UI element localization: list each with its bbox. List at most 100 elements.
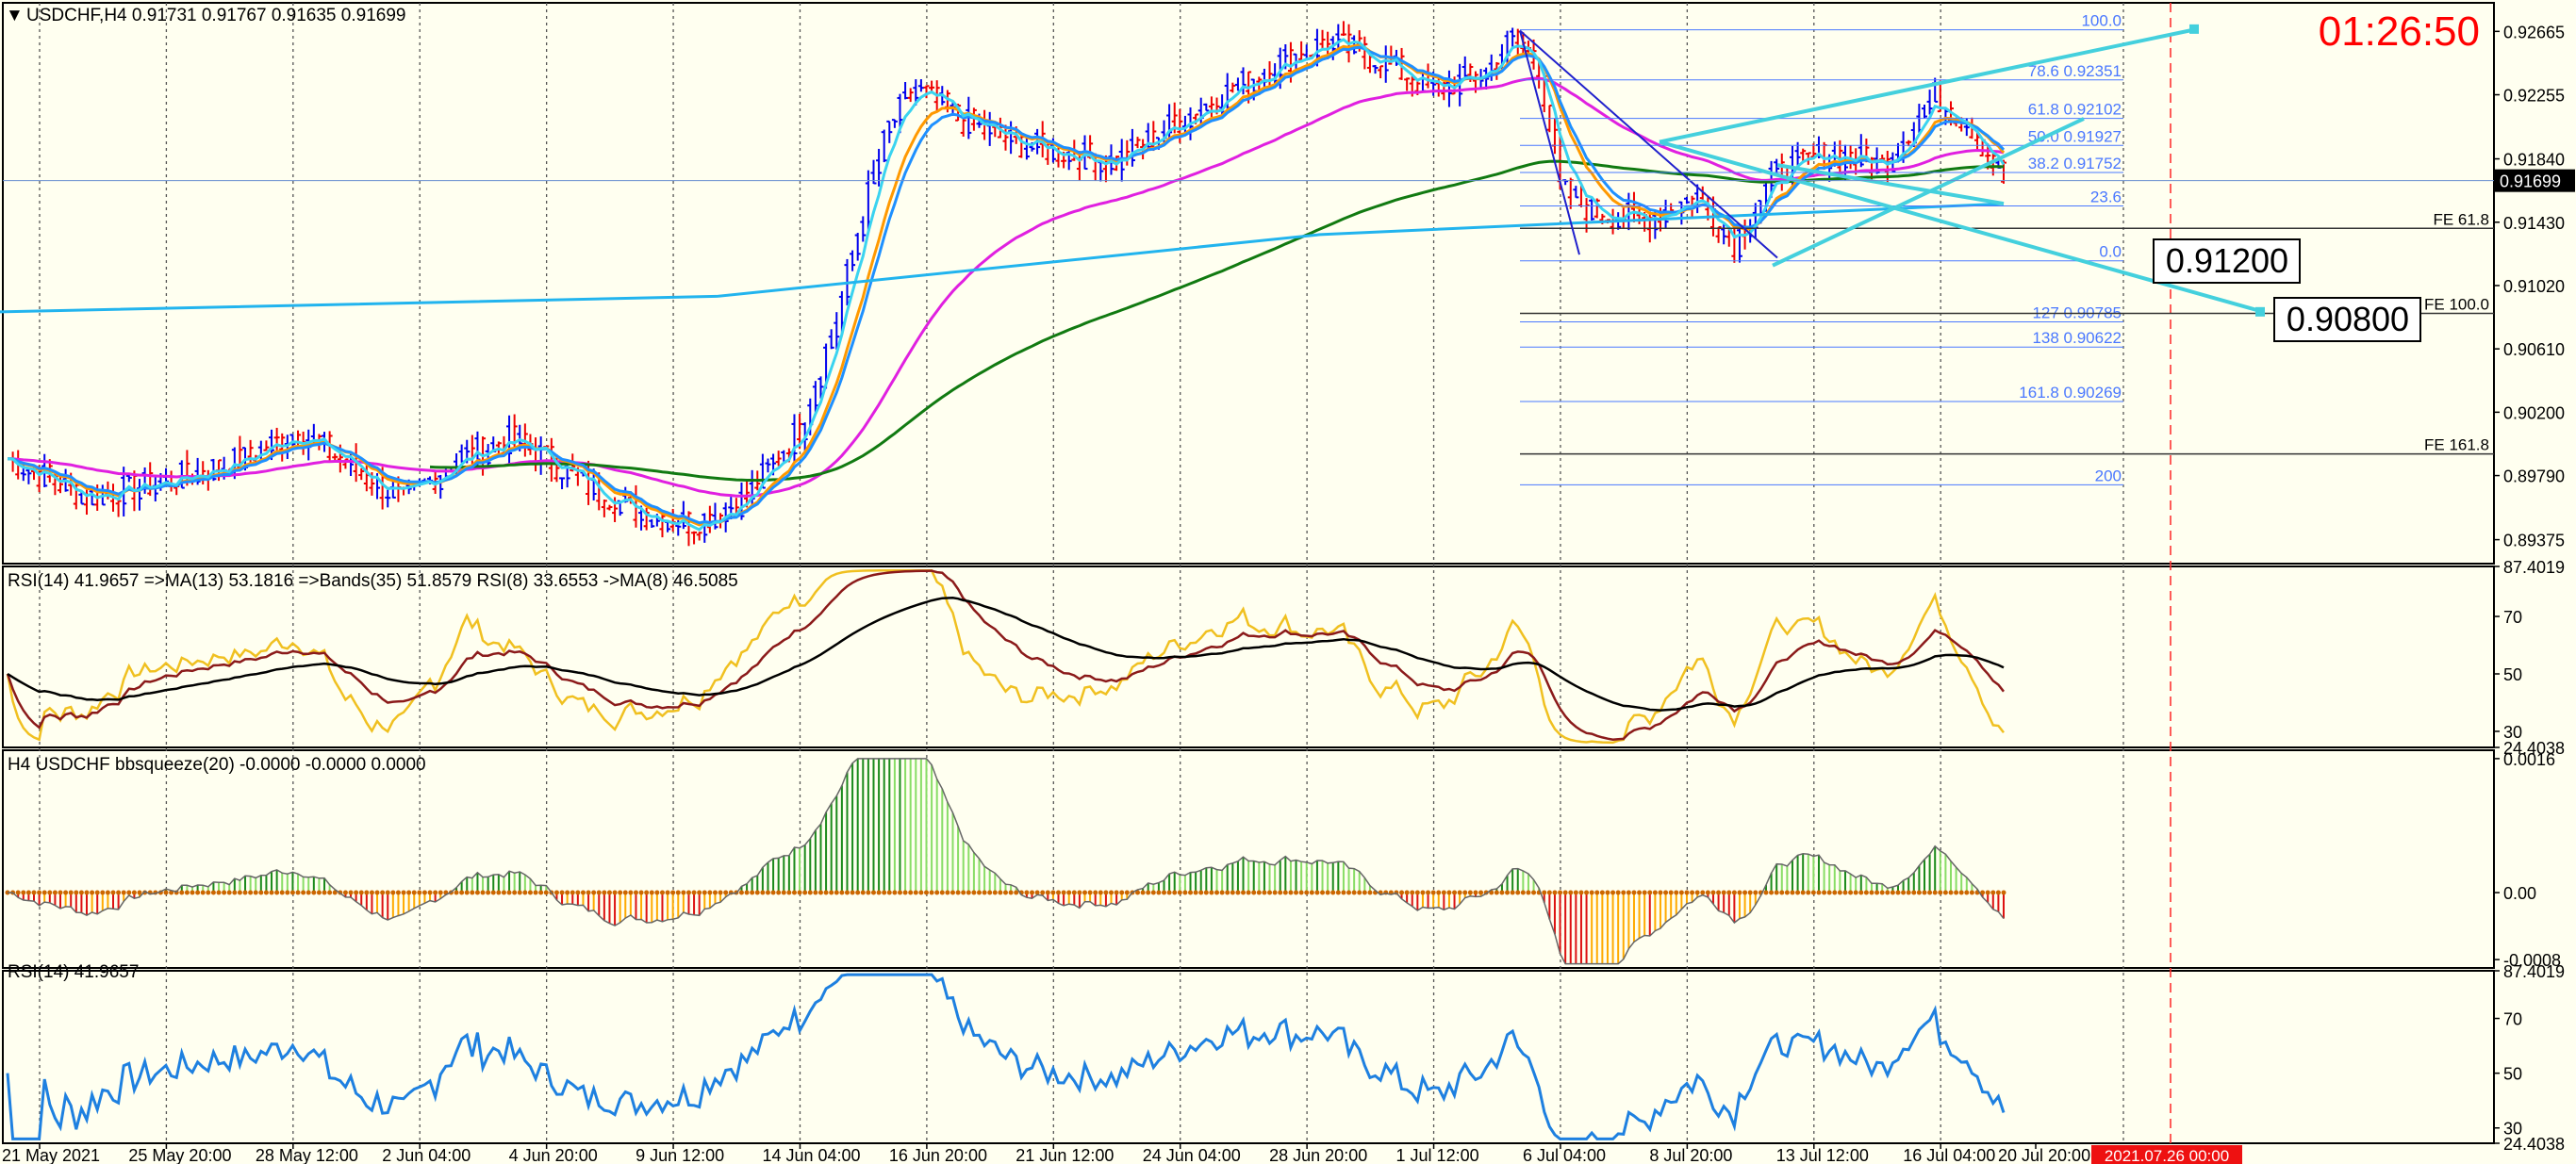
zigzag-line bbox=[1519, 29, 1778, 259]
squeeze-dot bbox=[1589, 890, 1594, 895]
rsi-bands-tick-label: 87.4019 bbox=[2503, 558, 2565, 577]
squeeze-dot bbox=[1330, 890, 1336, 895]
squeeze-dot bbox=[1790, 890, 1795, 895]
price-box-target-1-frame[interactable] bbox=[2153, 238, 2301, 284]
squeeze-dot bbox=[1003, 890, 1008, 895]
squeeze-dot bbox=[1351, 890, 1357, 895]
price-box-target-2: 0.90800 bbox=[2287, 300, 2409, 338]
rsi-panel[interactable] bbox=[6, 973, 2006, 1140]
channel-anchor[interactable] bbox=[2255, 306, 2265, 317]
squeeze-dot bbox=[1578, 890, 1584, 895]
squeeze-dot bbox=[305, 890, 311, 895]
squeeze-dot bbox=[882, 890, 887, 895]
squeeze-dot bbox=[1467, 890, 1473, 895]
squeeze-dot bbox=[100, 890, 106, 895]
squeeze-dot bbox=[817, 890, 823, 895]
squeeze-dot bbox=[1209, 890, 1214, 895]
squeeze-dot bbox=[411, 890, 417, 895]
squeeze-dot bbox=[633, 890, 638, 895]
squeeze-dot bbox=[1256, 890, 1262, 895]
squeeze-dot bbox=[644, 890, 650, 895]
squeeze-dot bbox=[327, 890, 333, 895]
squeeze-dot bbox=[253, 890, 258, 895]
squeeze-dot bbox=[543, 890, 549, 895]
squeeze-dot bbox=[301, 890, 306, 895]
squeeze-dot bbox=[797, 890, 802, 895]
squeeze-dot bbox=[179, 890, 185, 895]
squeeze-dot bbox=[1995, 890, 2001, 895]
fib-level-label: 61.8 0.92102 bbox=[2028, 101, 2122, 119]
squeeze-dot bbox=[433, 890, 438, 895]
squeeze-dot bbox=[1008, 890, 1014, 895]
squeeze-dot bbox=[1193, 890, 1198, 895]
rsi-bands-panel[interactable] bbox=[6, 569, 2005, 745]
squeeze-dot bbox=[1716, 890, 1722, 895]
price-box-target-1: 0.91200 bbox=[2166, 241, 2288, 280]
squeeze-dot bbox=[1282, 890, 1288, 895]
squeeze-dot bbox=[987, 890, 993, 895]
time-tick-label: 4 Jun 20:00 bbox=[509, 1146, 598, 1164]
price-tick-label: 0.90200 bbox=[2503, 403, 2565, 422]
squeeze-dot bbox=[1658, 890, 1663, 895]
squeeze-dot bbox=[844, 890, 850, 895]
future-time-tag bbox=[2091, 1145, 2242, 1164]
rsi-ma-line bbox=[6, 569, 2005, 741]
rsi-bands-tick-label: 70 bbox=[2503, 608, 2522, 627]
ma-light-blue-line bbox=[0, 202, 2005, 314]
squeeze-dot bbox=[1335, 890, 1341, 895]
squeeze-dot bbox=[195, 890, 201, 895]
squeeze-dot bbox=[90, 890, 95, 895]
squeeze-dot bbox=[1678, 890, 1684, 895]
time-tick-label: 1 Jul 12:00 bbox=[1396, 1146, 1479, 1164]
bbsqueeze-panel[interactable] bbox=[5, 758, 2006, 965]
channel-anchor[interactable] bbox=[2189, 24, 2199, 34]
squeeze-dot bbox=[1747, 890, 1753, 895]
squeeze-dot bbox=[1162, 890, 1167, 895]
squeeze-dot bbox=[1098, 890, 1103, 895]
squeeze-dot bbox=[1558, 890, 1563, 895]
squeeze-dot bbox=[1045, 890, 1050, 895]
squeeze-dot bbox=[1895, 890, 1901, 895]
squeeze-dot bbox=[58, 890, 63, 895]
squeeze-dot bbox=[1061, 890, 1066, 895]
squeeze-dot bbox=[1742, 890, 1748, 895]
squeeze-dot bbox=[807, 890, 813, 895]
squeeze-dot bbox=[1826, 890, 1832, 895]
squeeze-dot bbox=[1230, 890, 1235, 895]
squeeze-dot bbox=[553, 890, 559, 895]
squeeze-dot bbox=[52, 890, 58, 895]
squeeze-dot bbox=[638, 890, 644, 895]
squeeze-dot bbox=[21, 890, 26, 895]
squeeze-dot bbox=[1024, 890, 1030, 895]
squeeze-dot bbox=[1932, 890, 1938, 895]
squeeze-dot bbox=[421, 890, 427, 895]
squeeze-dot bbox=[31, 890, 37, 895]
squeeze-dot bbox=[190, 890, 195, 895]
squeeze-dot bbox=[923, 890, 929, 895]
squeeze-dot bbox=[1842, 890, 1848, 895]
squeeze-dot bbox=[876, 890, 882, 895]
fib-ext-label: 138 0.90622 bbox=[2032, 329, 2122, 347]
squeeze-dot bbox=[681, 890, 686, 895]
squeeze-dot bbox=[527, 890, 533, 895]
squeeze-dot bbox=[1426, 890, 1431, 895]
collapse-arrow-icon[interactable]: ▼ bbox=[6, 6, 24, 25]
squeeze-dot bbox=[744, 890, 750, 895]
channel-trendline[interactable] bbox=[1659, 26, 2198, 144]
price-tick-label: 0.91430 bbox=[2503, 214, 2565, 233]
squeeze-dot bbox=[1156, 890, 1162, 895]
squeeze-dot bbox=[1446, 890, 1452, 895]
squeeze-dot bbox=[1198, 890, 1204, 895]
squeeze-dot bbox=[565, 890, 570, 895]
squeeze-dot bbox=[1457, 890, 1462, 895]
price-box-target-2-frame[interactable] bbox=[2273, 297, 2421, 342]
squeeze-dot bbox=[1314, 890, 1320, 895]
symbol-header: USDCHF,H4 0.91731 0.91767 0.91635 0.9169… bbox=[26, 6, 405, 25]
rsi-tick-label: 87.4019 bbox=[2503, 962, 2565, 981]
squeeze-dot bbox=[955, 890, 961, 895]
squeeze-dot bbox=[1188, 890, 1194, 895]
squeeze-dot bbox=[1858, 890, 1864, 895]
channel-trendline[interactable] bbox=[1776, 163, 2005, 206]
